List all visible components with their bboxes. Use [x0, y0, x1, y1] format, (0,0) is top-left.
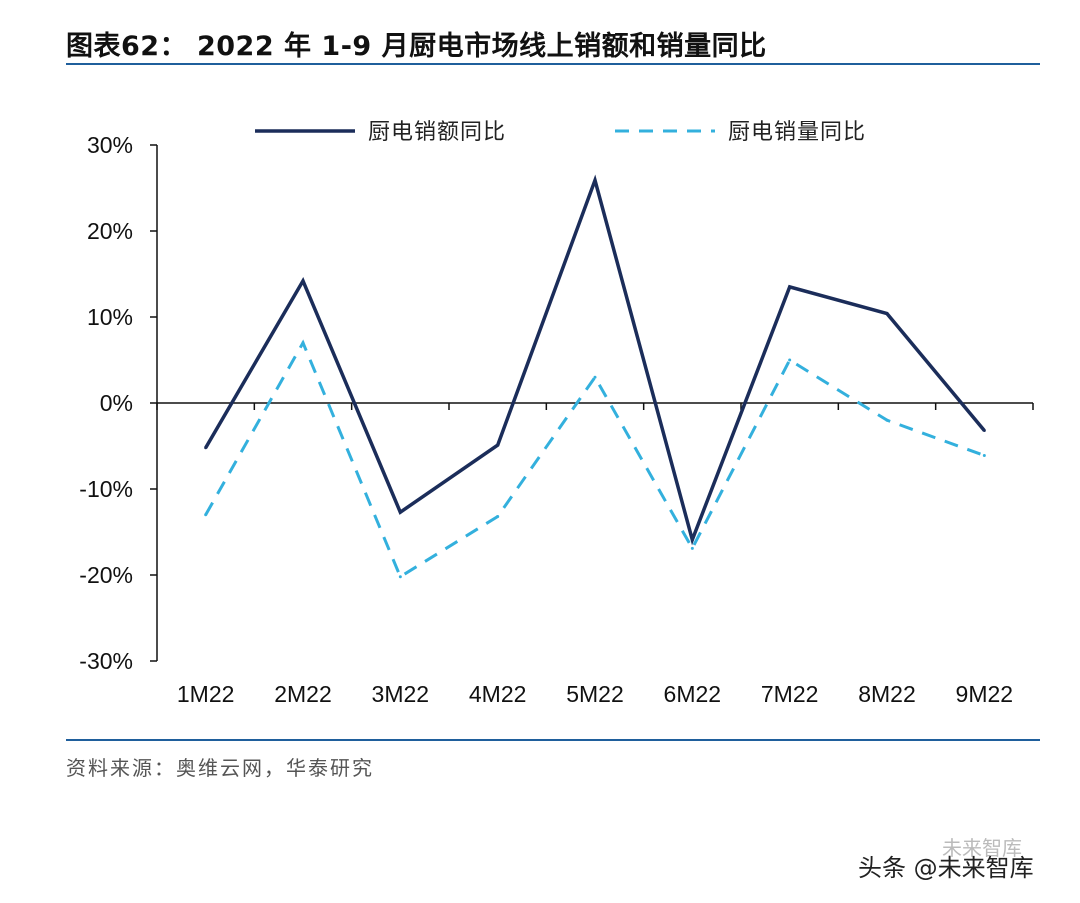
- data-point-volume: [982, 453, 986, 457]
- data-point-sales: [788, 285, 792, 289]
- x-tick-label: 8M22: [858, 681, 916, 707]
- data-point-sales: [496, 443, 500, 447]
- x-tick-label: 2M22: [274, 681, 332, 707]
- legend: 厨电销额同比 厨电销量同比: [255, 120, 866, 145]
- data-point-volume: [398, 575, 402, 579]
- source-note: 资料来源：奥维云网，华泰研究: [66, 756, 374, 780]
- data-point-sales: [204, 446, 208, 450]
- data-point-sales: [398, 510, 402, 514]
- data-point-volume: [204, 513, 208, 517]
- series-line-sales: [204, 174, 986, 546]
- data-point-volume: [593, 375, 597, 379]
- data-point-sales: [690, 538, 694, 542]
- x-tick-label: 9M22: [956, 681, 1014, 707]
- data-point-volume: [496, 515, 500, 519]
- source-divider: [66, 739, 1040, 741]
- data-point-sales: [885, 312, 889, 316]
- y-tick-label: 10%: [87, 304, 133, 330]
- data-point-volume: [690, 546, 694, 550]
- series-lines: [204, 174, 986, 579]
- x-tick-label: 1M22: [177, 681, 235, 707]
- data-point-sales: [982, 429, 986, 433]
- data-point-volume: [788, 358, 792, 362]
- x-tick-label: 7M22: [761, 681, 819, 707]
- x-tick-label: 4M22: [469, 681, 527, 707]
- data-point-sales: [301, 279, 305, 283]
- y-tick-label: -30%: [79, 648, 133, 674]
- y-tick-label: 0%: [100, 390, 133, 416]
- legend-label-volume: 厨电销量同比: [728, 120, 866, 145]
- data-point-volume: [885, 418, 889, 422]
- watermark-faint: 未来智库: [942, 836, 1022, 860]
- x-tick-label: 6M22: [664, 681, 722, 707]
- axes: [156, 145, 1034, 661]
- y-tick-label: 20%: [87, 218, 133, 244]
- y-tick-label: -20%: [79, 562, 133, 588]
- y-tick-label: -10%: [79, 476, 133, 502]
- y-tick-label: 30%: [87, 132, 133, 158]
- legend-label-sales: 厨电销额同比: [368, 120, 506, 145]
- chart-title: 图表62： 2022 年 1-9 月厨电市场线上销额和销量同比: [66, 31, 767, 62]
- data-point-sales: [593, 178, 597, 182]
- x-tick-label: 5M22: [566, 681, 624, 707]
- data-point-volume: [301, 341, 305, 345]
- title-divider: [66, 63, 1040, 65]
- watermark: 头条 @未来智库: [858, 854, 1034, 882]
- line-chart: 厨电销额同比 厨电销量同比 30% 20% 10% 0% -10% -20% -30% 1M…: [79, 120, 1034, 707]
- y-axis-ticks: 30% 20% 10% 0% -10% -20% -30%: [79, 132, 157, 674]
- x-tick-label: 3M22: [372, 681, 430, 707]
- x-axis-labels: 1M22 2M22 3M22 4M22 5M22 6M22 7M22 8M22 9M22: [177, 681, 1013, 707]
